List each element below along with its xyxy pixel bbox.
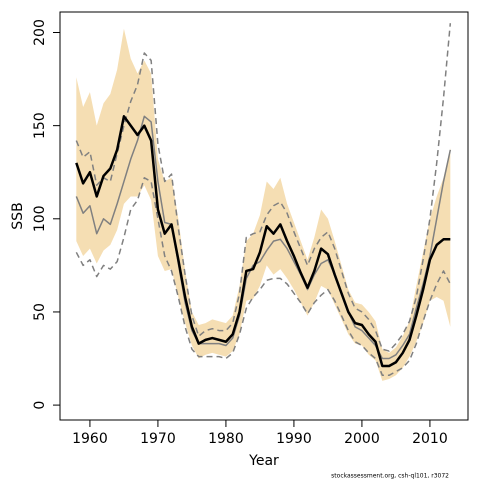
y-tick-label: 150 (32, 112, 48, 139)
series-line (75, 115, 452, 360)
x-axis-label: Year (248, 453, 279, 469)
footnote: stockassessment.org, csh-ql101, r3072 (331, 473, 449, 480)
x-tick-label: 2010 (412, 431, 448, 447)
x-tick-label: 1960 (72, 431, 108, 447)
plot-area (75, 23, 452, 381)
x-tick-label: 1980 (208, 431, 244, 447)
x-tick-label: 1970 (140, 431, 176, 447)
plot-frame (59, 11, 469, 421)
x-tick-label: 2000 (344, 431, 380, 447)
y-tick-label: 100 (32, 205, 48, 232)
series-line (75, 23, 452, 352)
y-axis-label: SSB (10, 202, 26, 229)
confidence-band (76, 28, 451, 381)
x-tick-label: 1990 (276, 431, 312, 447)
y-tick-label: 50 (32, 303, 48, 321)
y-tick-label: 200 (32, 19, 48, 46)
series-line (75, 115, 451, 368)
series-line (75, 177, 451, 377)
y-tick-label: 0 (32, 401, 48, 410)
